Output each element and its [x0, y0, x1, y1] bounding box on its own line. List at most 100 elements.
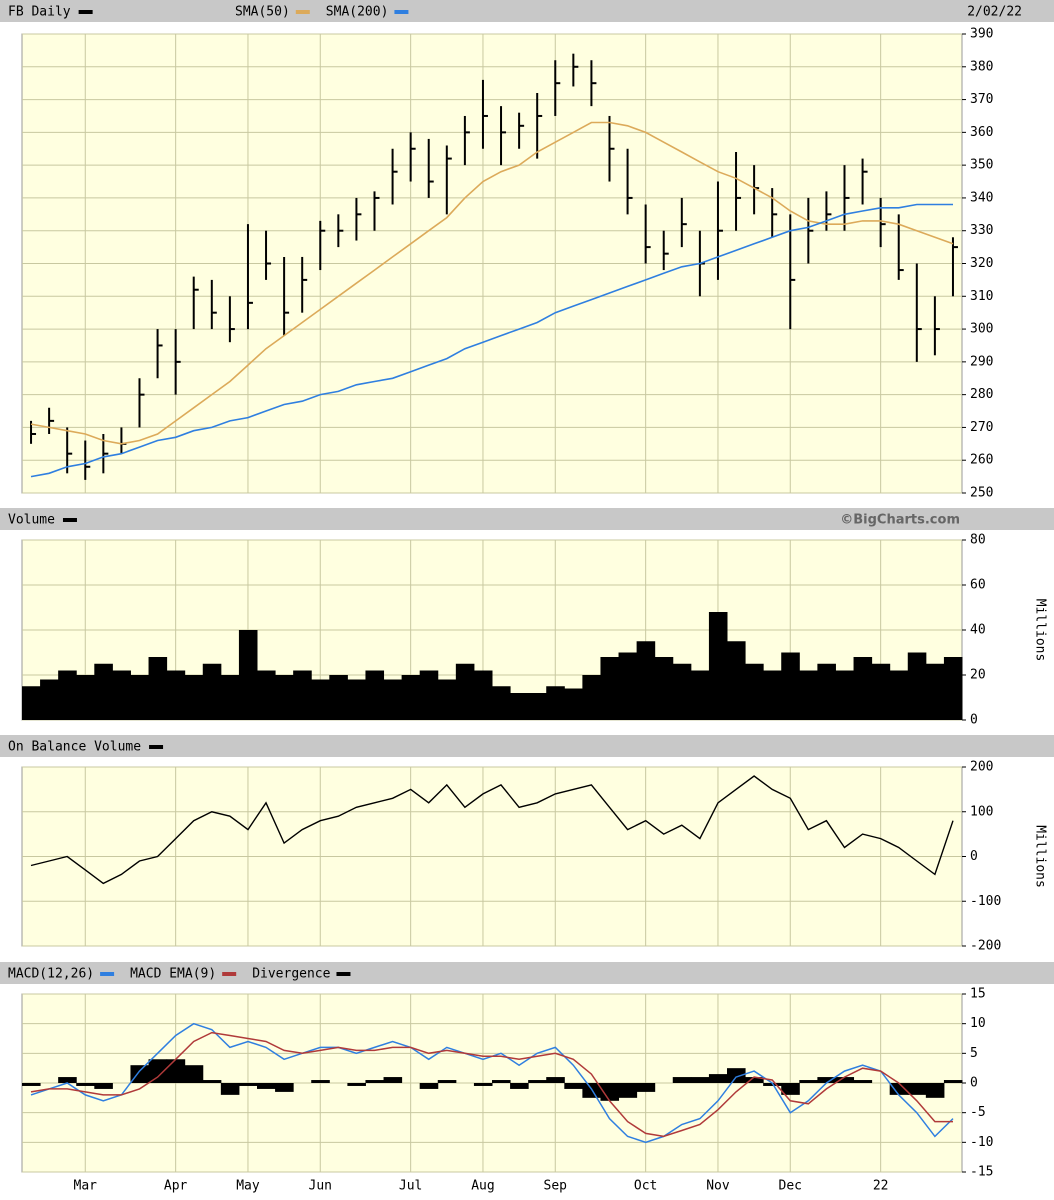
y-tick-label: 360	[970, 125, 993, 140]
y-tick-label: 280	[970, 387, 993, 402]
volume-bar	[763, 670, 782, 720]
divergence-bar	[76, 1083, 95, 1086]
volume-bar	[745, 663, 764, 720]
volume-bar	[383, 679, 403, 720]
legend-swatch	[78, 10, 93, 14]
volume-bar	[817, 663, 836, 720]
volume-bar	[727, 641, 746, 720]
sma-line	[30, 203, 953, 478]
volume-bar	[672, 663, 692, 720]
x-tick-label: Apr	[164, 1179, 188, 1194]
volume-bar	[907, 652, 927, 720]
divergence-bar	[275, 1083, 294, 1092]
legend-swatch	[394, 10, 409, 14]
volume-bar	[257, 670, 276, 720]
divergence-bar	[817, 1077, 836, 1083]
y-tick-label: 200	[970, 760, 993, 775]
divergence-bar	[745, 1077, 764, 1083]
divergence-bar	[365, 1080, 385, 1083]
volume-bar	[853, 657, 873, 720]
divergence-bar	[492, 1080, 511, 1083]
x-tick-label: Oct	[634, 1179, 657, 1194]
volume-bar	[22, 686, 41, 720]
divergence-bar	[708, 1074, 728, 1083]
y-tick-label: 0	[970, 849, 978, 864]
panel-title: FB Daily	[8, 5, 71, 20]
divergence-bar	[202, 1080, 222, 1083]
y-tick-label: -5	[970, 1105, 986, 1120]
panel-header	[0, 508, 1054, 530]
panel-title: On Balance Volume	[8, 740, 141, 755]
volume-bar	[311, 679, 330, 720]
x-tick-label: Aug	[471, 1179, 494, 1194]
volume-bar	[184, 675, 204, 720]
volume-bar	[220, 675, 240, 720]
divergence-bar	[600, 1083, 620, 1101]
divergence-bar	[672, 1077, 692, 1083]
volume-bar	[76, 675, 95, 720]
divergence-bar	[907, 1083, 927, 1095]
divergence-bar	[58, 1077, 77, 1083]
y-tick-label: 300	[970, 322, 993, 337]
divergence-bar	[148, 1059, 168, 1083]
volume-bar	[690, 670, 710, 720]
volume-bar	[943, 657, 963, 720]
legend-label: Divergence	[252, 967, 330, 982]
x-tick-label: May	[236, 1179, 260, 1194]
divergence-bar	[727, 1068, 746, 1083]
divergence-bar	[383, 1077, 403, 1083]
y-tick-label: 310	[970, 289, 993, 304]
volume-bar	[546, 686, 565, 720]
volume-bar	[455, 663, 475, 720]
obv-line	[30, 775, 954, 885]
y-tick-label: 80	[970, 533, 986, 548]
volume-bar	[347, 679, 366, 720]
divergence-bar	[130, 1065, 150, 1083]
divergence-bar	[311, 1080, 330, 1083]
volume-bar	[365, 670, 385, 720]
divergence-bar	[257, 1083, 276, 1089]
volume-bar	[835, 670, 855, 720]
panel-header	[0, 0, 1054, 22]
divergence-bar	[166, 1059, 186, 1083]
volume-bar	[871, 663, 891, 720]
legend-label: SMA(200)	[326, 5, 389, 20]
macd-line	[30, 1031, 953, 1138]
divergence-bar	[835, 1077, 855, 1083]
divergence-bar	[528, 1080, 547, 1083]
volume-bar	[510, 693, 529, 720]
y-tick-label: 270	[970, 420, 993, 435]
volume-bar	[58, 670, 77, 720]
y-tick-label: 250	[970, 486, 993, 501]
divergence-bar	[238, 1083, 258, 1086]
y-tick-label: 390	[970, 27, 993, 42]
x-tick-label: Jun	[309, 1179, 332, 1194]
x-tick-label: Mar	[74, 1179, 98, 1194]
divergence-bar	[437, 1080, 457, 1083]
legend-swatch	[295, 10, 310, 14]
legend-label: MACD(12,26)	[8, 967, 94, 982]
y-tick-label: 15	[970, 987, 986, 1002]
volume-bar	[636, 641, 656, 720]
divergence-bar	[799, 1080, 818, 1083]
y-tick-label: 370	[970, 92, 993, 107]
divergence-bar	[419, 1083, 439, 1089]
divergence-bar	[889, 1083, 909, 1095]
volume-bar	[582, 675, 601, 720]
y-tick-label: -200	[970, 939, 1001, 954]
volume-bar	[419, 670, 439, 720]
volume-bar	[94, 663, 113, 720]
volume-bar	[564, 688, 583, 720]
legend-swatch	[100, 972, 115, 976]
y-tick-label: 5	[970, 1046, 978, 1061]
y-tick-label: 40	[970, 623, 986, 638]
divergence-bar	[853, 1080, 873, 1083]
panel-title: Volume	[8, 513, 55, 528]
y-axis-label: Millions	[1033, 825, 1048, 888]
volume-bar	[437, 679, 457, 720]
divergence-bar	[690, 1077, 710, 1083]
divergence-bar	[546, 1077, 565, 1083]
x-tick-label: Nov	[706, 1179, 730, 1194]
chart-date: 2/02/22	[967, 5, 1022, 20]
divergence-bar	[925, 1083, 945, 1098]
